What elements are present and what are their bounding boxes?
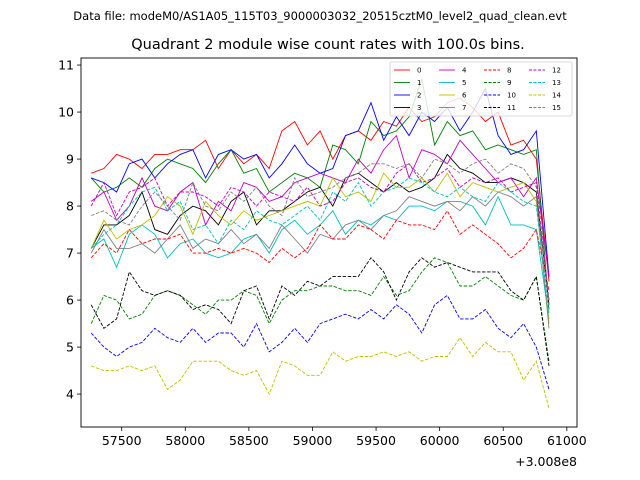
legend-label-3: 3	[417, 104, 421, 112]
x-offset-label: +3.008e8	[515, 454, 577, 469]
series-line-2	[91, 87, 550, 277]
x-axis: 57500 58000 58500 59000 59500 60000 60500 61000	[102, 427, 587, 448]
chart-suptitle: Data file: modeM0/AS1A05_115T03_90000030…	[73, 9, 567, 23]
series-line-7	[90, 191, 550, 329]
y-tick-label: 7	[66, 246, 74, 261]
y-tick-label: 10	[58, 105, 74, 120]
y-tick-label: 11	[58, 58, 74, 73]
x-tick-label: 59000	[293, 433, 333, 448]
series-line-5	[90, 195, 550, 319]
x-tick-label: 60000	[420, 433, 460, 448]
y-tick-label: 5	[66, 340, 74, 355]
y-tick-label: 8	[66, 199, 74, 214]
x-tick-label: 59500	[356, 433, 396, 448]
y-tick-label: 6	[66, 293, 74, 308]
x-tick-label: 58500	[229, 433, 269, 448]
legend-box	[389, 61, 573, 117]
legend-label-13: 13	[552, 79, 561, 87]
legend-label-12: 12	[552, 67, 561, 75]
legend-label-5: 5	[462, 79, 466, 87]
plot-frame	[80, 57, 578, 428]
legend-label-9: 9	[507, 79, 511, 87]
series-line-8	[90, 209, 550, 291]
series-line-14	[91, 336, 550, 409]
y-tick-label: 4	[66, 387, 74, 402]
x-tick-label: 58000	[165, 433, 205, 448]
legend-label-0: 0	[417, 67, 421, 75]
y-tick-label: 9	[66, 152, 74, 167]
chart-title: Quadrant 2 module wise count rates with …	[131, 37, 525, 53]
legend-label-7: 7	[462, 104, 466, 112]
legend-label-15: 15	[552, 104, 561, 112]
legend-label-8: 8	[507, 67, 511, 75]
legend-label-14: 14	[552, 92, 561, 100]
y-axis: 4 5 6 7 8 9 10 11	[58, 58, 81, 402]
legend-label-10: 10	[507, 92, 516, 100]
series-line-4	[90, 134, 550, 277]
series-layer	[90, 77, 550, 409]
legend-label-4: 4	[462, 67, 467, 75]
legend-label-2: 2	[417, 92, 421, 100]
legend-label-6: 6	[462, 92, 467, 100]
series-line-15	[91, 158, 550, 305]
series-line-3	[90, 153, 550, 305]
series-line-11	[90, 257, 550, 366]
series-line-13	[90, 177, 550, 315]
series-line-10	[90, 294, 550, 390]
x-tick-label: 61000	[547, 433, 587, 448]
x-tick-label: 57500	[102, 433, 142, 448]
legend-label-1: 1	[417, 79, 421, 87]
legend-label-11: 11	[507, 104, 516, 112]
series-line-9	[90, 257, 550, 362]
x-tick-label: 60500	[483, 433, 523, 448]
